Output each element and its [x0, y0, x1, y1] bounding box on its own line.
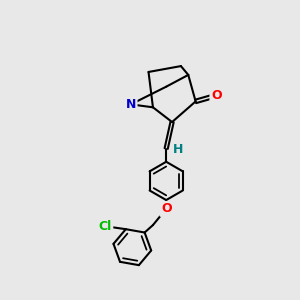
Text: H: H	[173, 142, 184, 156]
Text: N: N	[126, 98, 136, 111]
Text: Cl: Cl	[99, 220, 112, 233]
Text: O: O	[161, 202, 172, 215]
Text: O: O	[211, 89, 222, 102]
